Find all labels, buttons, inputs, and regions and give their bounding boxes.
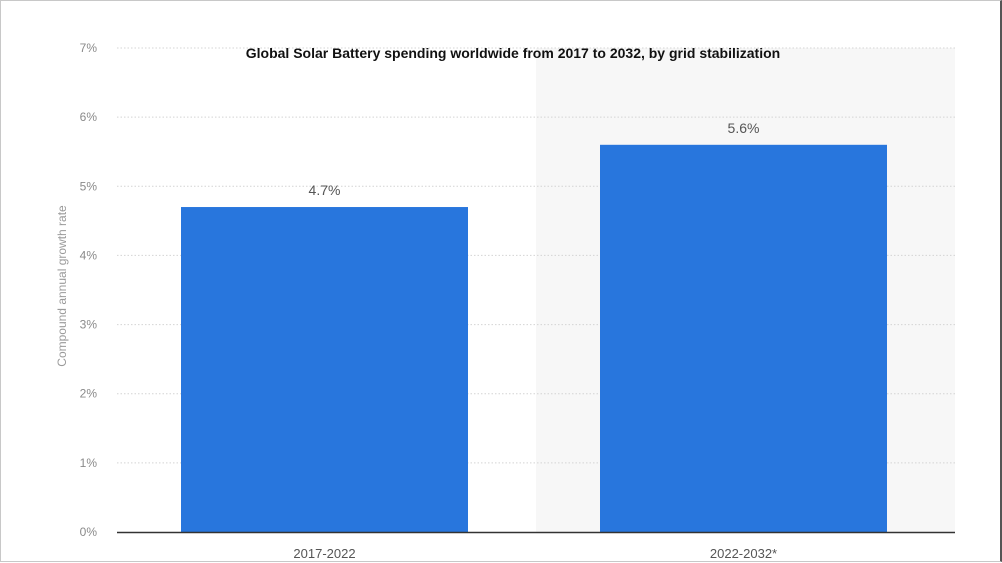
y-tick-label: 4% — [80, 248, 98, 262]
y-tick-label: 7% — [80, 41, 98, 55]
bar[interactable] — [181, 207, 468, 532]
x-tick-label: 2022-2032* — [710, 546, 777, 561]
y-tick-label: 5% — [80, 179, 98, 193]
data-label: 5.6% — [728, 120, 760, 136]
y-tick-labels: 0% 1% 2% 3% 4% 5% 6% 7% — [80, 41, 98, 539]
data-labels: 4.7% 5.6% — [309, 120, 760, 198]
data-label: 4.7% — [309, 182, 341, 198]
y-tick-label: 3% — [80, 318, 98, 332]
bars — [181, 144, 887, 533]
x-tick-label: 2017-2022 — [293, 546, 355, 561]
bar[interactable] — [600, 144, 887, 533]
y-tick-label: 6% — [80, 110, 98, 124]
y-tick-label: 1% — [80, 456, 98, 470]
x-tick-labels: 2017-2022 2022-2032* — [293, 546, 777, 561]
y-tick-label: 2% — [80, 387, 98, 401]
chart-title: Global Solar Battery spending worldwide … — [246, 45, 780, 61]
y-tick-label: 0% — [80, 525, 98, 539]
y-axis-title: Compound annual growth rate — [55, 205, 69, 367]
